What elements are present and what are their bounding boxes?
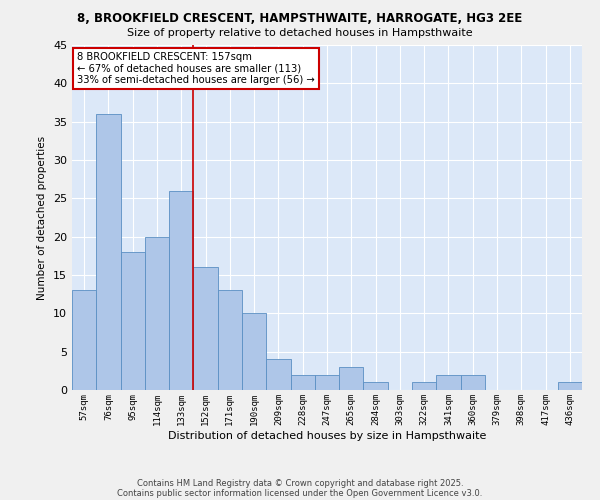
Bar (193, 268, 218, 390)
Bar (461, 374, 485, 390)
Text: Size of property relative to detached houses in Hampsthwaite: Size of property relative to detached ho… (127, 28, 473, 38)
X-axis label: Distribution of detached houses by size in Hampsthwaite: Distribution of detached houses by size … (168, 430, 486, 440)
Y-axis label: Number of detached properties: Number of detached properties (37, 136, 47, 300)
Bar (412, 382, 436, 390)
Bar (364, 382, 388, 390)
Bar (218, 290, 242, 390)
Text: Contains public sector information licensed under the Open Government Licence v3: Contains public sector information licen… (118, 488, 482, 498)
Text: 8, BROOKFIELD CRESCENT, HAMPSTHWAITE, HARROGATE, HG3 2EE: 8, BROOKFIELD CRESCENT, HAMPSTHWAITE, HA… (77, 12, 523, 26)
Bar (266, 360, 290, 390)
Bar (315, 374, 339, 390)
Text: Contains HM Land Registry data © Crown copyright and database right 2025.: Contains HM Land Registry data © Crown c… (137, 478, 463, 488)
Bar (72, 290, 96, 390)
Bar (96, 114, 121, 390)
Bar (169, 190, 193, 390)
Bar (436, 374, 461, 390)
Text: 8 BROOKFIELD CRESCENT: 157sqm
← 67% of detached houses are smaller (113)
33% of : 8 BROOKFIELD CRESCENT: 157sqm ← 67% of d… (77, 52, 315, 85)
Bar (242, 314, 266, 390)
Bar (145, 236, 169, 390)
Bar (290, 374, 315, 390)
Bar (339, 367, 364, 390)
Bar (121, 252, 145, 390)
Bar (558, 382, 582, 390)
